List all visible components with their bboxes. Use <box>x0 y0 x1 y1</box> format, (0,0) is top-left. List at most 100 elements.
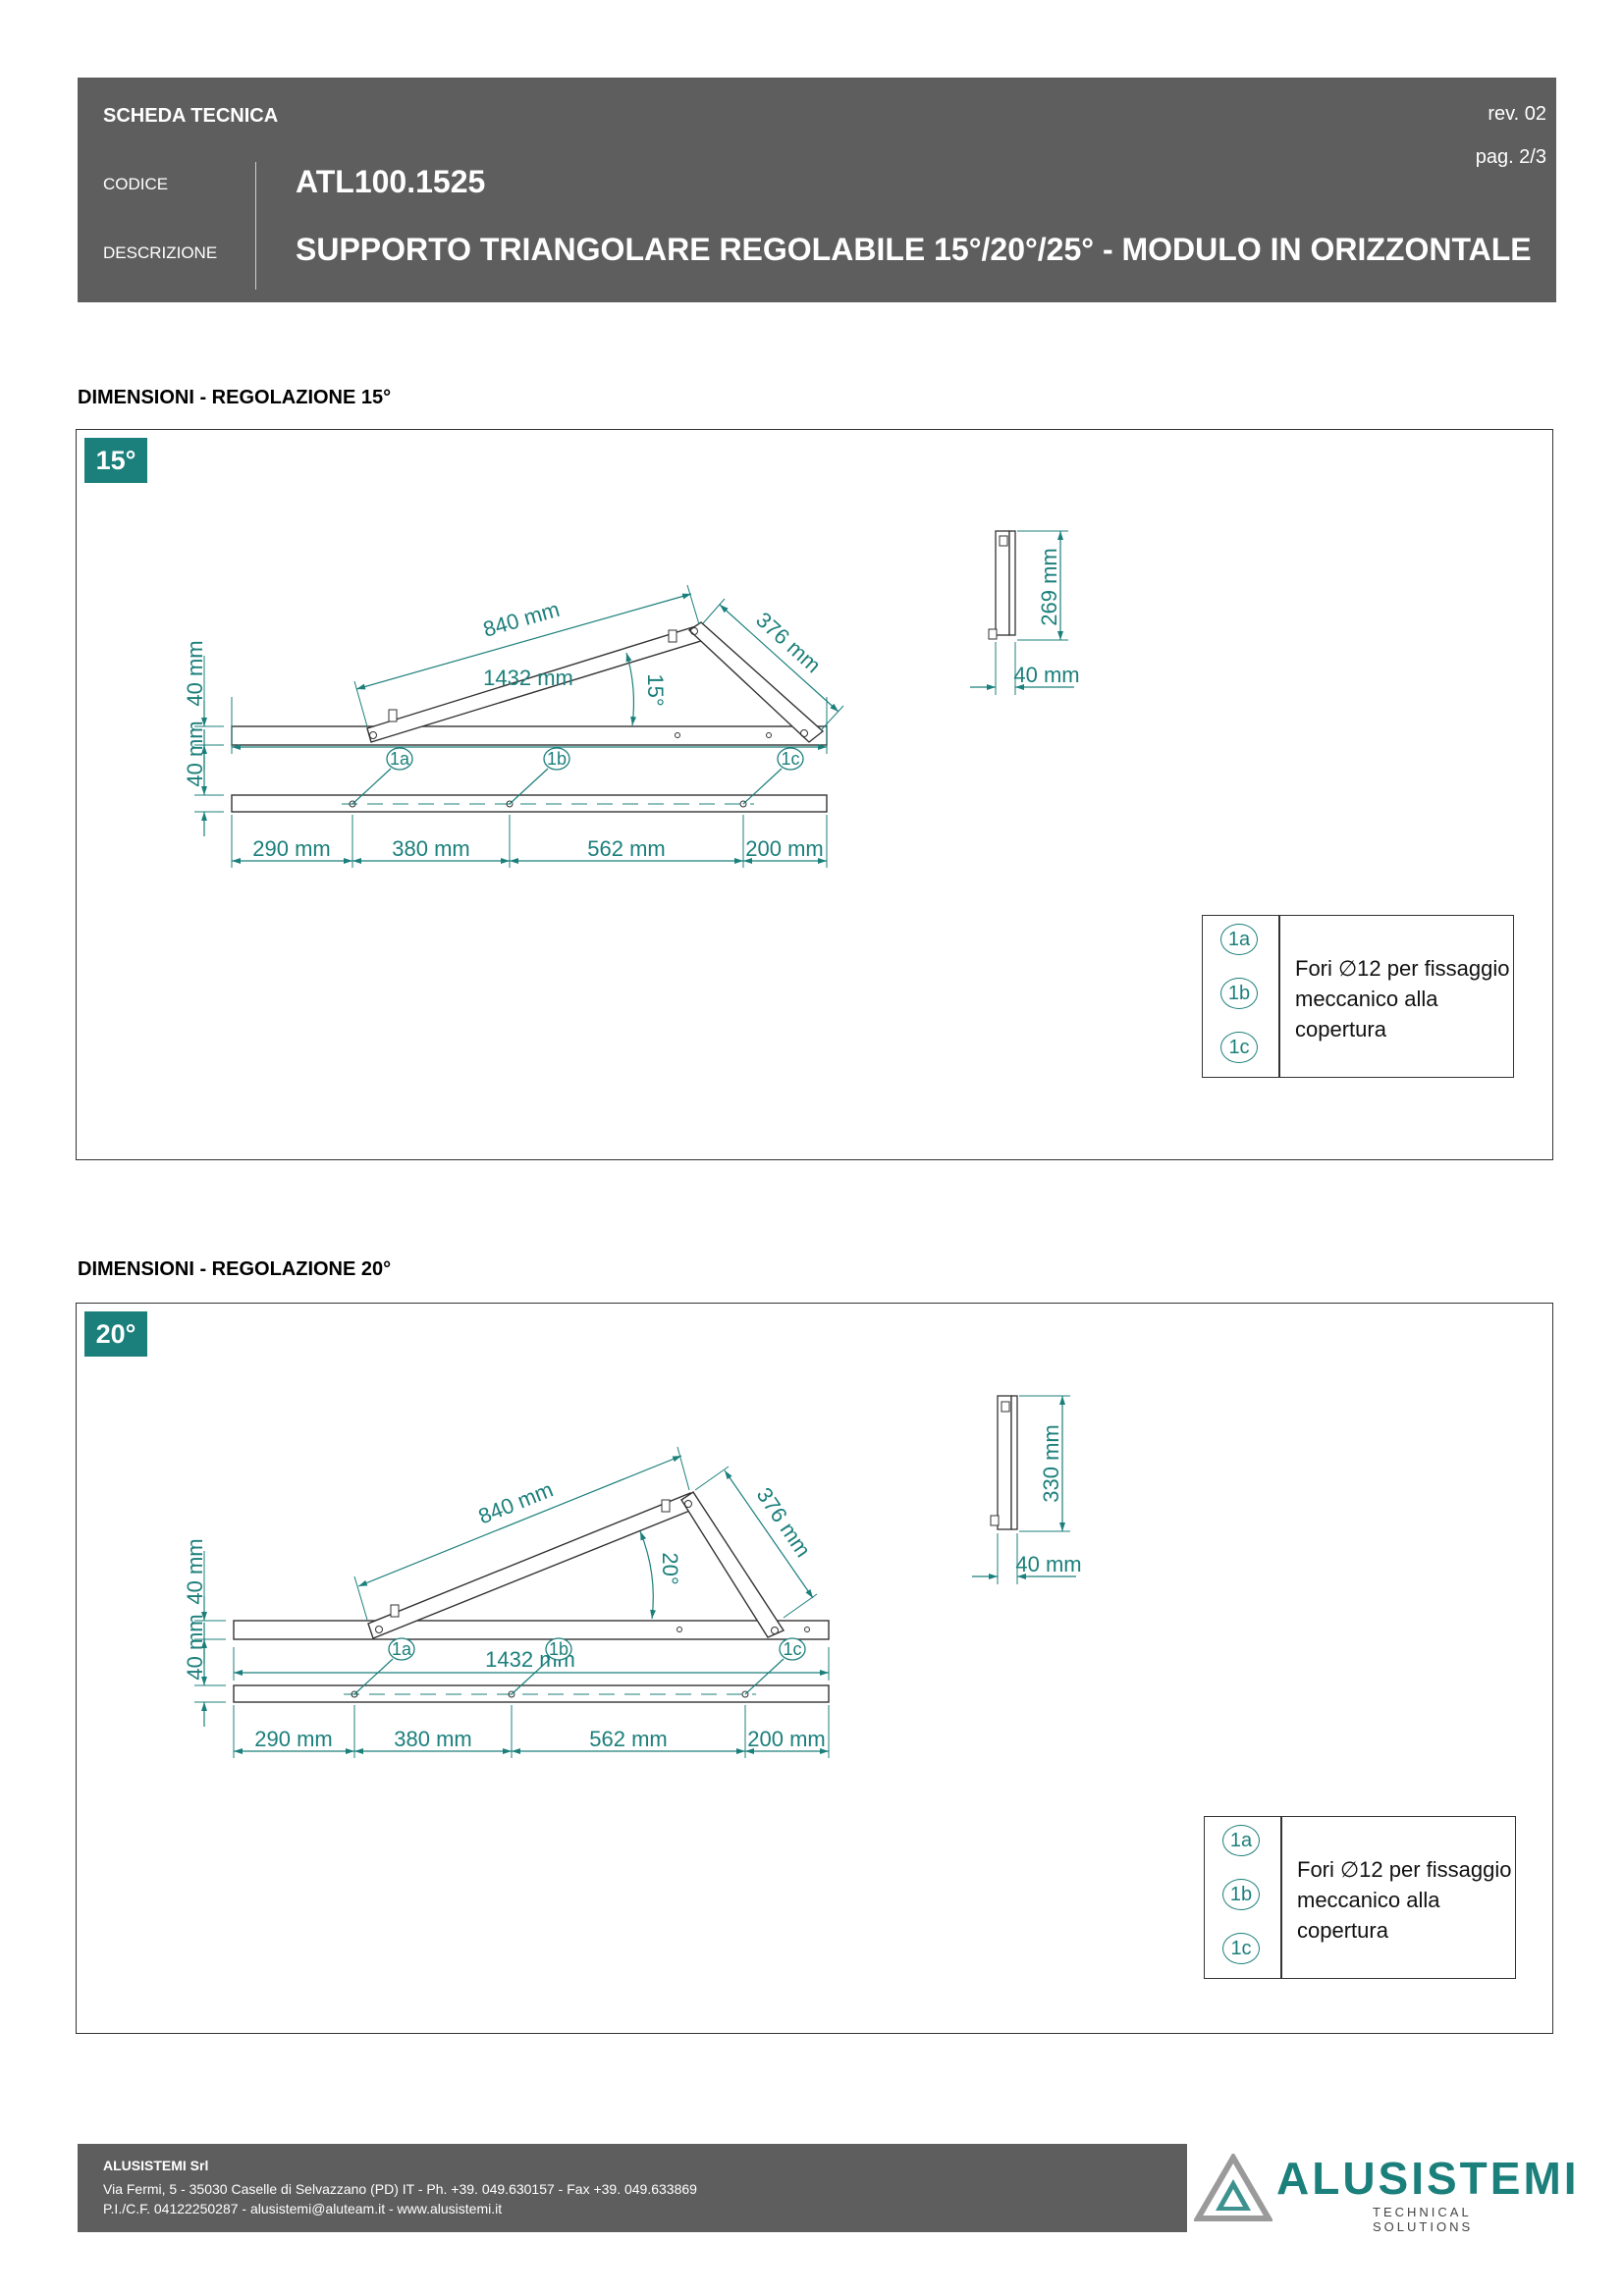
spacing-label: 562 mm <box>587 836 665 861</box>
base-hole <box>677 1627 682 1632</box>
callout-leader-1a <box>352 768 392 805</box>
side-bolt <box>999 535 1008 547</box>
base-hole <box>675 732 680 738</box>
clamp-bolt <box>668 629 677 643</box>
base-profile <box>233 1620 830 1640</box>
spacing-label: 200 mm <box>745 836 823 861</box>
mounting-hole-1a <box>351 1690 358 1698</box>
ext-line <box>694 1466 730 1491</box>
callout-leader-1b <box>511 1658 551 1695</box>
footer-bar: ALUSISTEMI Srl Via Fermi, 5 - 35030 Case… <box>78 2144 1187 2232</box>
ext-line <box>353 1575 368 1621</box>
logo-tagline: TECHNICAL SOLUTIONS <box>1373 2205 1474 2234</box>
side-view-flange <box>1010 1395 1018 1530</box>
clamp-bolt <box>661 1499 671 1513</box>
clamp-bolt <box>390 1604 400 1618</box>
hole-legend: 1a 1b 1c Fori ∅12 per fissaggio meccanic… <box>1204 1816 1516 1979</box>
dim-line-376 <box>719 604 839 713</box>
page-number: pag. 2/3 <box>1475 146 1546 168</box>
ext-line <box>677 1446 690 1491</box>
mounting-hole-1b <box>506 800 514 808</box>
company-logo: ALUSISTEMI TECHNICAL SOLUTIONS <box>1188 2144 1577 2234</box>
angle-badge: 20° <box>84 1311 147 1357</box>
hole-legend: 1a 1b 1c Fori ∅12 per fissaggio meccanic… <box>1202 915 1514 1078</box>
section-title-15: DIMENSIONI - REGOLAZIONE 15° <box>78 387 392 408</box>
sheet-title: SCHEDA TECNICA <box>103 105 279 127</box>
description-value: SUPPORTO TRIANGOLARE REGOLABILE 15°/20°/… <box>296 232 1532 267</box>
callout-tag-1a: 1a <box>390 749 410 769</box>
angle-badge: 15° <box>84 438 147 483</box>
side-width-label: 40 mm <box>1013 663 1079 687</box>
dim-line-840 <box>355 593 692 690</box>
diagonal-length-label: 840 mm <box>480 597 562 642</box>
angle-arc <box>639 1530 657 1620</box>
callout-leader-1b <box>509 768 549 805</box>
profile-height-label: 40 mm <box>183 1538 207 1604</box>
side-view-profile <box>995 530 1010 636</box>
company-vat-contacts: P.I./C.F. 04122250287 - alusistemi@alute… <box>103 2201 503 2216</box>
header-divider <box>255 162 256 290</box>
callout-bubble-1a <box>388 1637 415 1661</box>
logo-mark-icon <box>1194 2154 1272 2221</box>
mounting-hole-1c <box>741 1690 749 1698</box>
angle-arc <box>625 652 637 726</box>
legend-tag-1a: 1a <box>1220 924 1258 955</box>
callout-bubble-1b <box>543 747 570 771</box>
legend-tag-1b: 1b <box>1220 978 1258 1009</box>
diagonal-profile <box>367 1492 698 1639</box>
pivot-hole <box>684 1500 692 1508</box>
side-bolt <box>1001 1401 1010 1413</box>
spacing-label: 380 mm <box>394 1727 471 1751</box>
callout-leader-1c <box>742 768 783 805</box>
technical-drawing-20: 840 mm 376 mm 20° 40 mm 1432 mm 330 mm 4… <box>183 1395 1082 1758</box>
mounting-hole-1c <box>739 800 747 808</box>
base-profile <box>231 725 828 746</box>
callout-tag-1b: 1b <box>549 1639 568 1659</box>
mounting-hole-1b <box>508 1690 515 1698</box>
company-address: Via Fermi, 5 - 35030 Caselle di Selvazza… <box>103 2181 697 2197</box>
mounting-hole-1a <box>349 800 356 808</box>
description-label: DESCRIZIONE <box>103 243 218 262</box>
revision: rev. 02 <box>1488 103 1546 125</box>
angle-label: 15° <box>643 673 668 706</box>
base-hole <box>804 1627 810 1632</box>
callout-tag-1c: 1c <box>783 1639 801 1659</box>
side-view-profile <box>997 1395 1012 1530</box>
side-height-label: 330 mm <box>1039 1424 1063 1502</box>
side-height-label: 269 mm <box>1037 548 1061 625</box>
legend-divider <box>1278 916 1280 1077</box>
ext-line <box>686 584 700 625</box>
ext-line <box>353 680 368 727</box>
spacing-label: 290 mm <box>254 1727 332 1751</box>
code-value: ATL100.1525 <box>296 164 486 199</box>
pivot-hole <box>369 731 377 739</box>
callout-bubble-1a <box>386 747 413 771</box>
base-hole <box>766 732 772 738</box>
callout-leader-1a <box>353 1658 394 1695</box>
plan-height-label: 40 mm <box>183 1614 207 1680</box>
callout-bubble-1b <box>545 1637 572 1661</box>
callout-tag-1b: 1b <box>547 749 567 769</box>
spacing-label: 290 mm <box>252 836 330 861</box>
company-name: ALUSISTEMI Srl <box>103 2158 209 2173</box>
side-width-label: 40 mm <box>1015 1552 1081 1576</box>
legend-text: Fori ∅12 per fissaggio meccanico alla co… <box>1295 956 1510 1041</box>
base-length-label: 1432 mm <box>483 666 573 690</box>
angle-label: 20° <box>658 1552 682 1584</box>
code-label: CODICE <box>103 175 169 193</box>
drawing-panel-20: 840 mm 376 mm 20° 40 mm 1432 mm 330 mm 4… <box>76 1303 1553 2034</box>
section-title-20: DIMENSIONI - REGOLAZIONE 20° <box>78 1258 392 1280</box>
ext-line <box>820 705 844 731</box>
clamp-bolt <box>388 709 398 722</box>
side-view-flange <box>1008 530 1016 636</box>
ext-line <box>702 598 726 624</box>
legend-text: Fori ∅12 per fissaggio meccanico alla co… <box>1297 1857 1512 1943</box>
dim-line-376 <box>724 1469 814 1599</box>
legend-tag-1b: 1b <box>1222 1879 1260 1910</box>
legend-tag-1c: 1c <box>1222 1933 1260 1964</box>
spacing-label: 562 mm <box>589 1727 667 1751</box>
callout-bubble-1c <box>777 747 804 771</box>
callout-tag-1a: 1a <box>392 1639 412 1659</box>
header-bar: SCHEDA TECNICA rev. 02 pag. 2/3 CODICE A… <box>78 78 1556 302</box>
ext-line <box>783 1593 818 1619</box>
